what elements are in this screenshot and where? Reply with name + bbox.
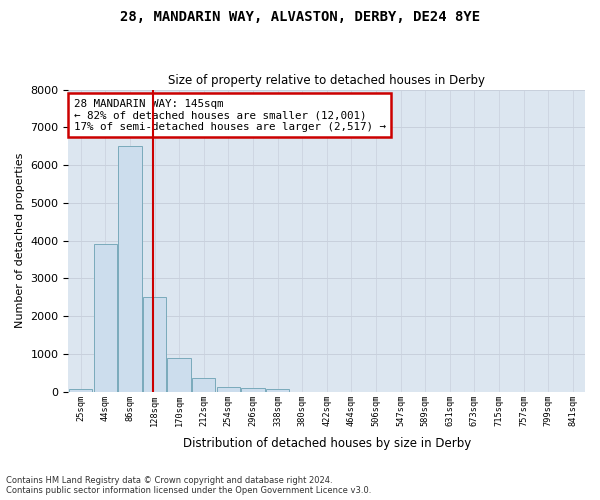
- Text: 28 MANDARIN WAY: 145sqm
← 82% of detached houses are smaller (12,001)
17% of sem: 28 MANDARIN WAY: 145sqm ← 82% of detache…: [74, 98, 386, 132]
- Text: 28, MANDARIN WAY, ALVASTON, DERBY, DE24 8YE: 28, MANDARIN WAY, ALVASTON, DERBY, DE24 …: [120, 10, 480, 24]
- Bar: [167, 358, 191, 392]
- X-axis label: Distribution of detached houses by size in Derby: Distribution of detached houses by size …: [182, 437, 471, 450]
- Bar: [118, 146, 142, 392]
- Bar: [69, 389, 92, 392]
- Y-axis label: Number of detached properties: Number of detached properties: [15, 153, 25, 328]
- Text: Contains HM Land Registry data © Crown copyright and database right 2024.
Contai: Contains HM Land Registry data © Crown c…: [6, 476, 371, 495]
- Bar: [241, 388, 265, 392]
- Bar: [266, 389, 289, 392]
- Bar: [143, 297, 166, 392]
- Bar: [217, 387, 240, 392]
- Title: Size of property relative to detached houses in Derby: Size of property relative to detached ho…: [168, 74, 485, 87]
- Bar: [94, 244, 117, 392]
- Bar: [192, 378, 215, 392]
